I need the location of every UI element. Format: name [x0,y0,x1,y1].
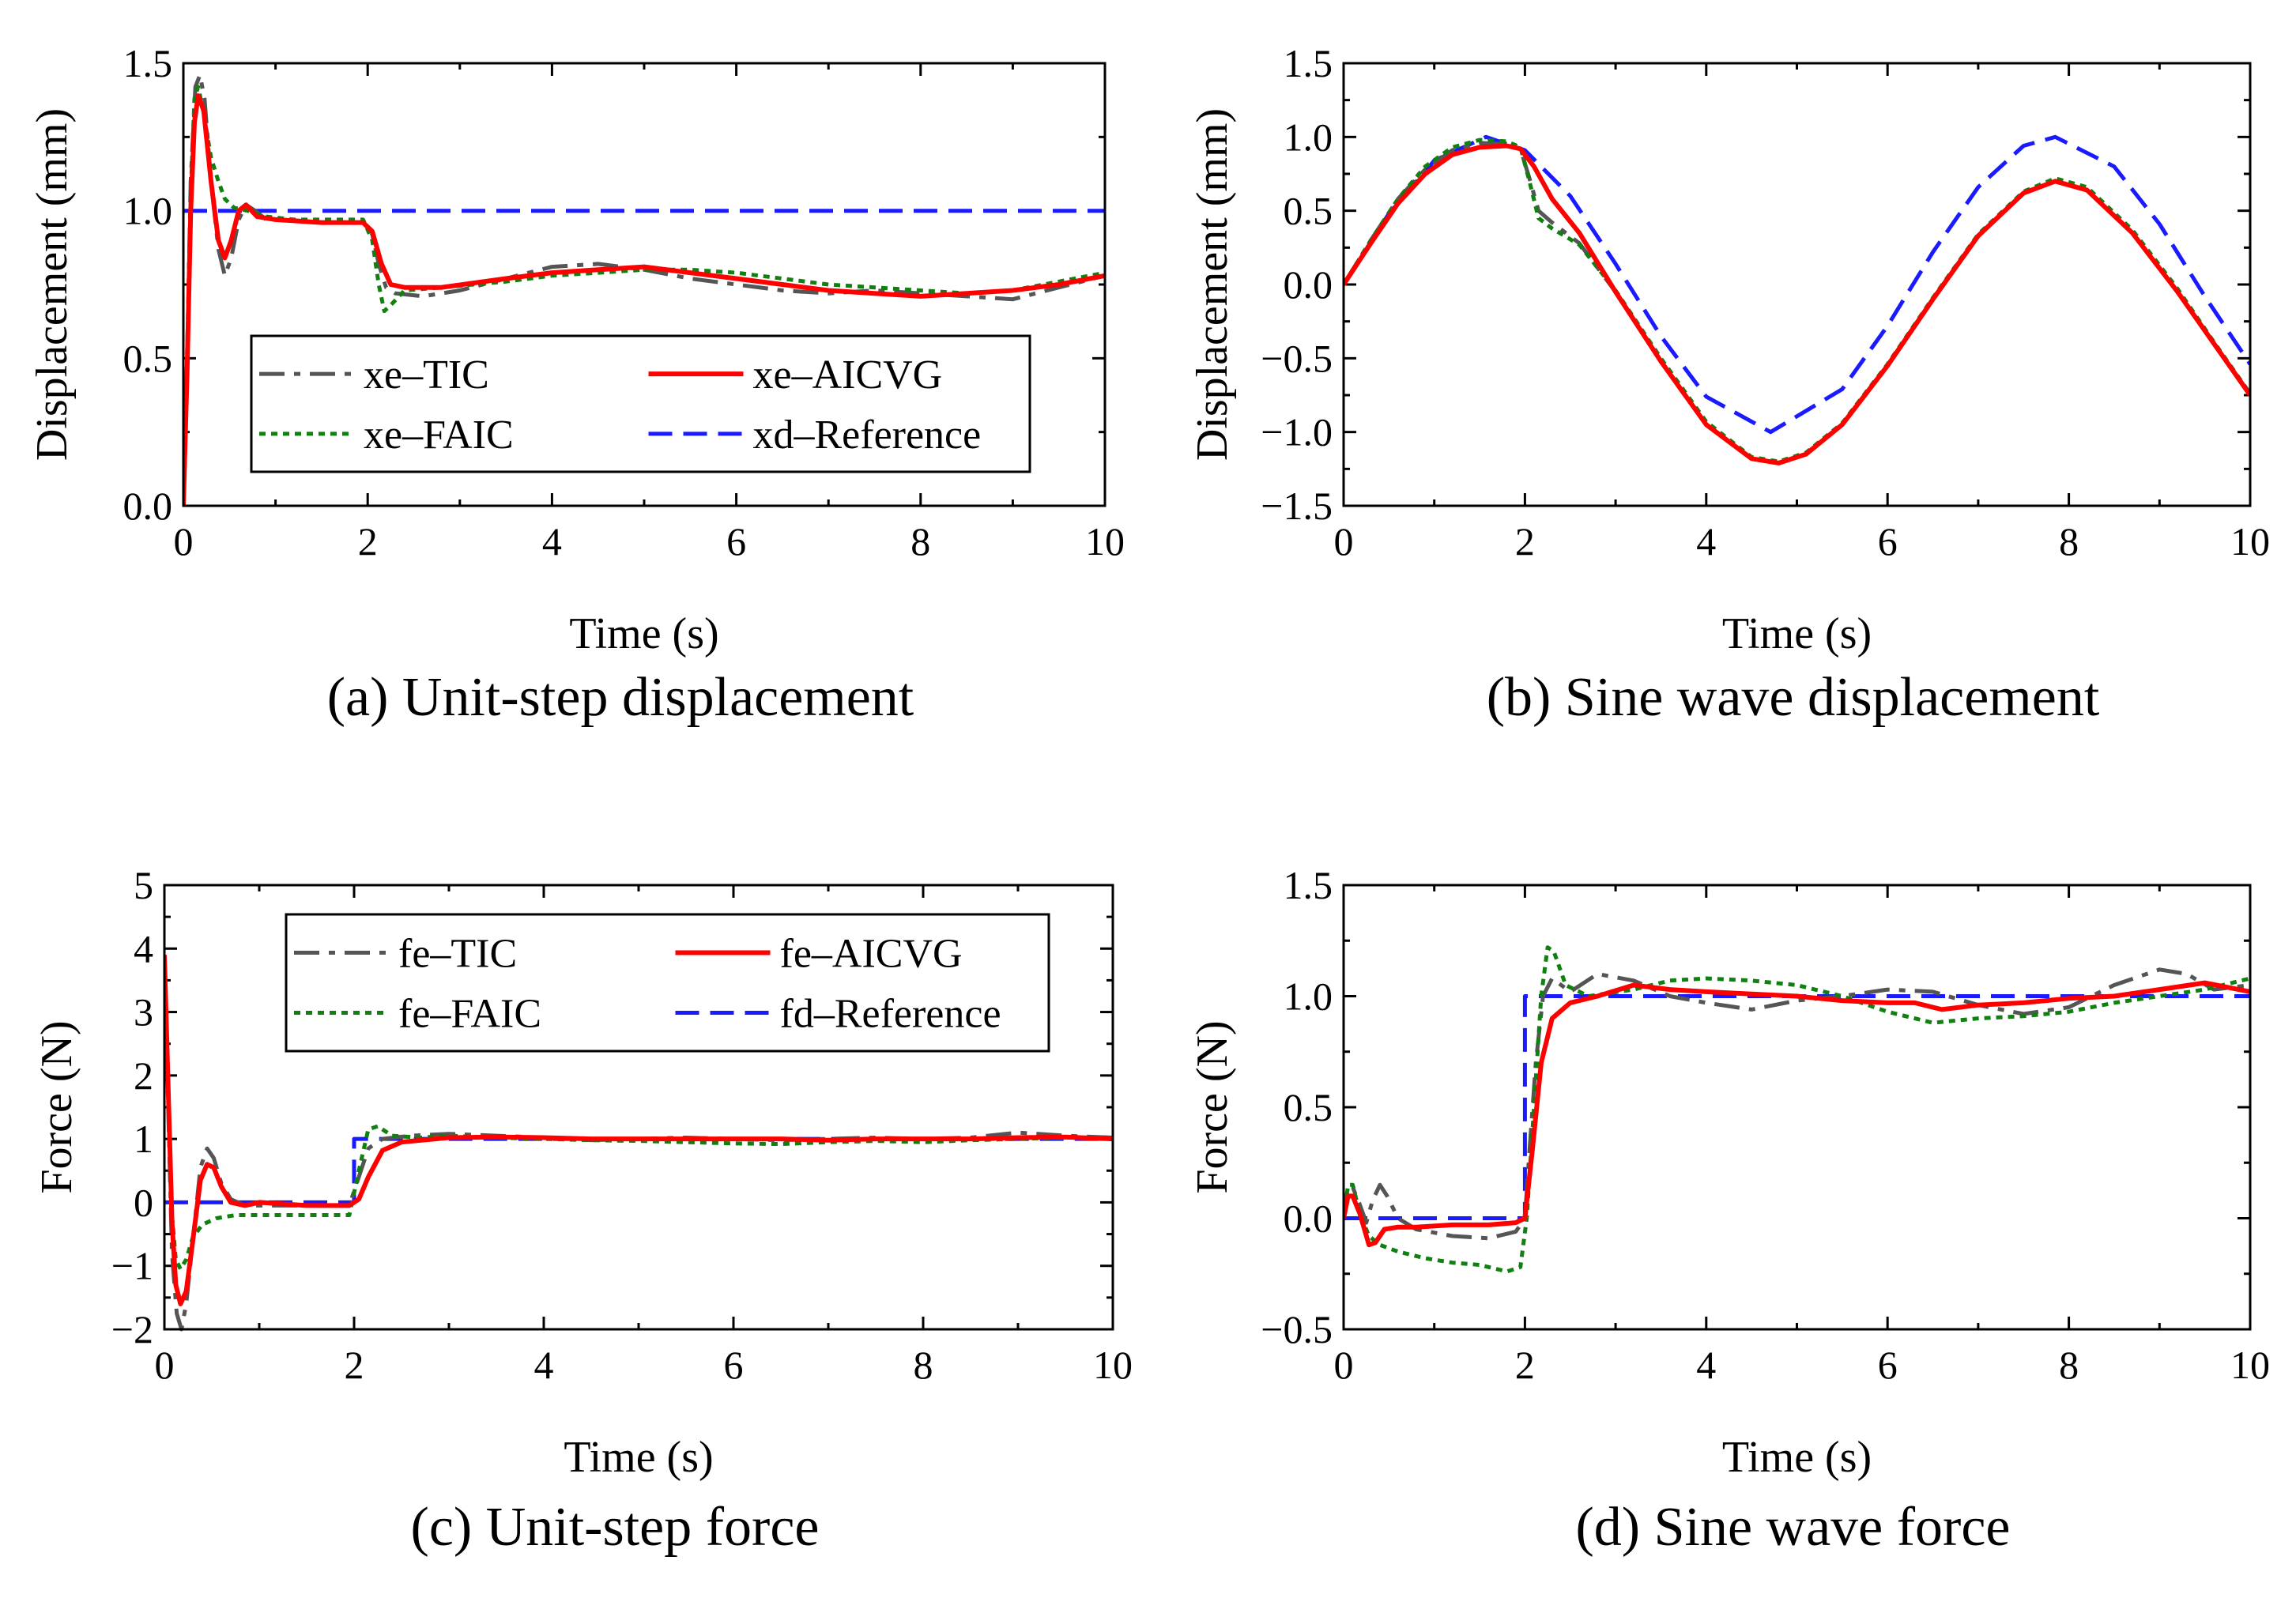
y-tick-label: 1.5 [1284,41,1333,85]
y-tick-label: −0.5 [1261,336,1333,380]
x-tick-label: 10 [2230,1343,2270,1387]
legend-label-tic: fe–TIC [398,931,517,976]
x-axis-label: Time (s) [569,609,718,658]
y-tick-label: 1.0 [1284,115,1333,159]
x-tick-label: 0 [1334,519,1354,563]
y-tick-label: 0.5 [123,336,173,380]
y-tick-label: 3 [134,990,153,1035]
series-group [1344,134,2250,465]
y-tick-label: −2 [111,1307,153,1351]
y-tick-label: 1.5 [123,41,173,85]
series-line-aicvg [1344,980,2250,1248]
panel-caption: (b) Sine wave displacement [1487,667,2100,728]
x-tick-label: 2 [1515,1343,1535,1387]
x-tick-label: 2 [345,1343,364,1387]
x-tick-label: 8 [914,1343,933,1387]
series-group [164,955,1113,1332]
x-tick-label: 4 [542,519,562,563]
x-axis-label: Time (s) [564,1433,713,1482]
plot-frame [1342,884,2252,1331]
y-tick-label: −1.0 [1261,410,1333,454]
plot-frame [163,884,1114,1331]
y-tick-label: 1.0 [123,189,173,233]
y-tick-label: −1.5 [1261,484,1333,528]
legend-label-faic: fe–FAIC [398,992,541,1037]
series-line-faic [183,85,1105,507]
x-tick-label: 4 [1696,1343,1716,1387]
x-tick-label: 0 [155,1343,175,1387]
y-tick-label: 0.0 [1284,1197,1333,1241]
series-line-aicvg [164,955,1113,1306]
x-tick-label: 10 [1085,519,1125,563]
x-tick-label: 8 [910,519,930,563]
x-tick-label: 6 [1878,1343,1898,1387]
x-tick-label: 4 [1696,519,1716,563]
y-tick-label: 0 [134,1180,153,1224]
y-tick-label: 0.5 [1284,189,1333,233]
series-line-aicvg [1344,143,2250,465]
series-line-reference [1344,994,2250,1220]
legend: xe–TIC xe–AICVG xe–FAIC xd–Reference [250,334,1031,473]
x-tick-label: 2 [358,519,378,563]
y-tick-label: 0.0 [1284,262,1333,307]
panel-c: 0 2 4 6 8 10 −2 −1 0 1 2 3 4 5 Time (s) Force (N) (c) Un… [32,863,1133,1558]
x-axis-label: Time (s) [1722,609,1872,658]
y-tick-label: −1 [111,1244,153,1288]
legend-label-reference: xd–Reference [753,413,982,458]
series-group [1344,945,2250,1274]
plot-frame [182,62,1107,507]
series-line-aicvg [183,93,1105,507]
panel-caption: (a) Unit-step displacement [327,667,914,728]
y-axis-label: Force (N) [32,1020,81,1193]
series-line-reference [1344,134,2250,435]
legend-box [285,913,1050,1053]
panel-a: 0 2 4 6 8 10 0.0 0.5 1.0 1.5 Time (s) Displacement … [28,41,1125,728]
panel-b: 0 2 4 6 8 10 −1.5 −1.0 −0.5 0.0 0.5 1.0 1.5 Time (s) D… [1188,41,2270,728]
y-axis-label: Force (N) [1188,1020,1237,1193]
y-tick-label: 0.0 [123,484,173,528]
x-tick-label: 8 [2059,519,2079,563]
x-tick-label: 6 [1878,519,1898,563]
x-tick-label: 0 [1334,1343,1354,1387]
series-line-reference [164,1136,1113,1204]
y-tick-label: 5 [134,863,153,907]
legend-label-aicvg: xe–AICVG [753,352,943,398]
y-axis-label: Displacement (mm) [1188,108,1237,461]
x-tick-label: 0 [174,519,194,563]
y-tick-label: 1.0 [1284,974,1333,1019]
x-tick-label: 6 [726,519,746,563]
panel-caption: (c) Unit-step force [411,1497,820,1558]
legend: fe–TIC fe–AICVG fe–FAIC fd–Reference [285,913,1050,1053]
series-group [183,73,1105,507]
y-tick-label: 1.5 [1284,863,1333,907]
plot-frame [1342,62,2252,507]
panel-caption: (d) Sine wave force [1575,1497,2010,1558]
y-tick-label: 4 [134,926,153,970]
legend-label-tic: xe–TIC [364,352,489,398]
legend-label-aicvg: fe–AICVG [780,931,963,976]
y-tick-label: 1 [134,1117,153,1161]
x-tick-label: 4 [534,1343,554,1387]
y-tick-label: 2 [134,1053,153,1098]
y-tick-label: 0.5 [1284,1085,1333,1129]
legend-box [250,334,1031,473]
x-axis-label: Time (s) [1722,1433,1872,1482]
panel-d: 0 2 4 6 8 10 −0.5 0.0 0.5 1.0 1.5 Time (s) Force (N)… [1188,863,2270,1558]
x-tick-label: 6 [724,1343,744,1387]
x-tick-label: 10 [2230,519,2270,563]
legend-label-faic: xe–FAIC [364,413,514,458]
series-line-faic [1344,945,2250,1274]
legend-label-reference: fd–Reference [780,992,1001,1037]
x-tick-label: 10 [1093,1343,1133,1387]
series-line-tic [183,73,1105,507]
x-tick-label: 8 [2059,1343,2079,1387]
x-tick-label: 2 [1515,519,1535,563]
series-line-tic [1344,967,2250,1241]
series-line-faic [1344,138,2250,464]
y-axis-label: Displacement (mm) [28,108,77,461]
y-tick-label: −0.5 [1261,1307,1333,1351]
